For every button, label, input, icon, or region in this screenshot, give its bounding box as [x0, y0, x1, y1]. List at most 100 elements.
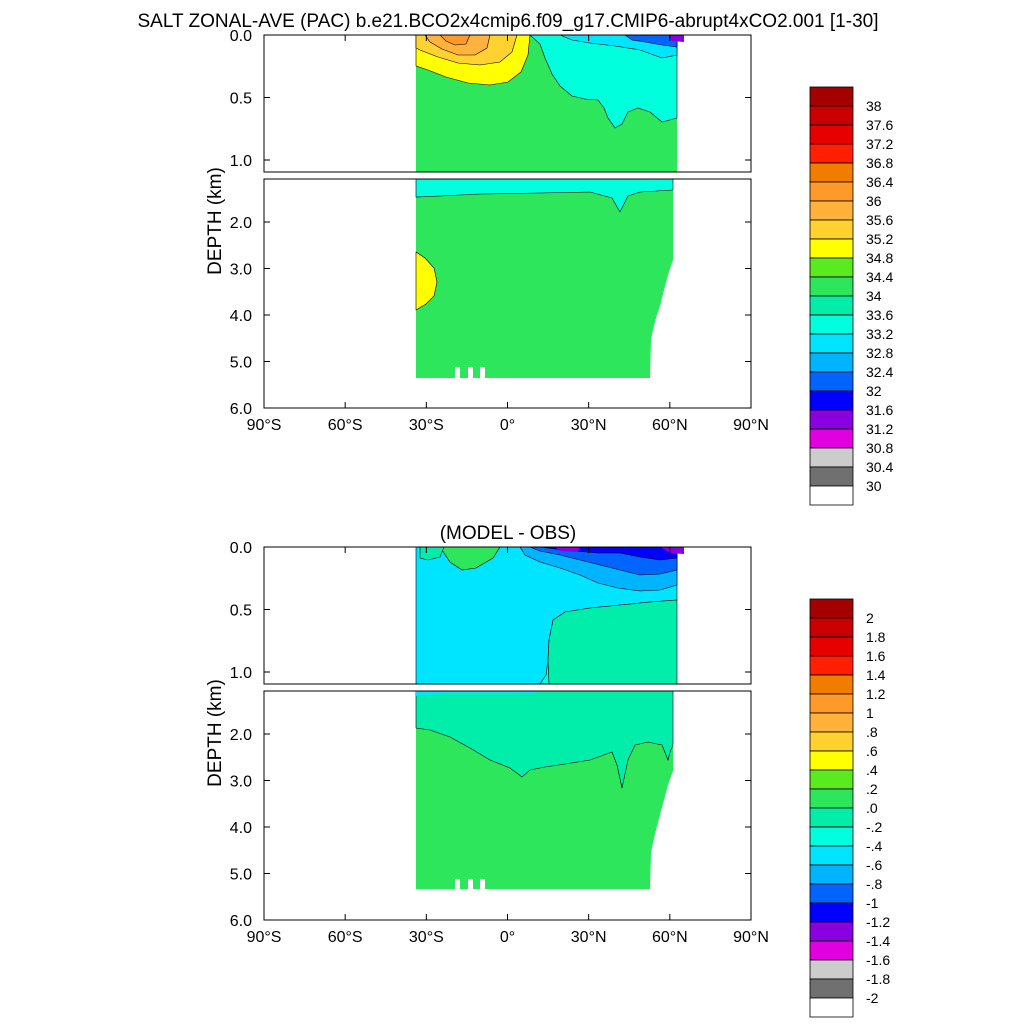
x-tick-label: 30°S — [409, 929, 444, 946]
salinity-fill-deep — [416, 179, 673, 378]
colorbar-swatch — [809, 617, 854, 638]
colorbar-label: 1.4 — [866, 667, 886, 683]
colorbar-label: 2 — [866, 610, 874, 626]
salinity-bottom-notch — [455, 367, 460, 378]
salinity-fill-deep-north — [415, 179, 674, 213]
difference-bottom-notch — [455, 879, 460, 889]
colorbar-swatch — [809, 978, 854, 999]
colorbar-swatch — [809, 807, 854, 828]
colorbar-label: 30.8 — [866, 440, 893, 456]
colorbar-swatch — [809, 921, 854, 942]
salinity-upper-fill — [415, 35, 684, 172]
figure-title: SALT ZONAL-AVE (PAC) b.e21.BCO2x4cmip6.f… — [138, 11, 879, 32]
colorbar-label: .4 — [866, 762, 878, 778]
salinity-fill-south-peak — [439, 35, 471, 46]
y-tick-label: 4.0 — [230, 820, 252, 837]
colorbar-label: 37.6 — [866, 117, 893, 133]
colorbar-label: 31.2 — [866, 421, 893, 437]
colorbar-label: 32 — [866, 383, 882, 399]
difference-bottom-notch — [480, 879, 485, 889]
colorbar-label: 32.8 — [866, 345, 893, 361]
colorbar-swatch — [809, 105, 854, 126]
colorbar-swatch — [809, 750, 854, 771]
colorbar-swatch — [809, 390, 854, 411]
colorbar-label: -.6 — [866, 857, 883, 873]
x-tick-label: 0° — [500, 929, 515, 946]
colorbar-label: 37.2 — [866, 136, 893, 152]
difference-colorbar: 21.81.61.41.21.8.6.4.2.0-.2-.4-.6-.8-1-1… — [809, 598, 890, 1018]
salinity-fill-north-lowest — [624, 35, 678, 48]
colorbar-swatch — [809, 295, 854, 316]
colorbar-label: 31.6 — [866, 402, 893, 418]
y-tick-label: 2.0 — [230, 215, 252, 232]
colorbar-label: 36.8 — [866, 155, 893, 171]
colorbar-swatch — [809, 447, 854, 468]
colorbar-label: .0 — [866, 800, 878, 816]
colorbar-label: -2 — [866, 990, 879, 1006]
colorbar-swatch — [809, 466, 854, 487]
difference-fill-top-cyan — [416, 691, 540, 696]
x-tick-label: 30°N — [571, 417, 607, 434]
difference-fill-mid-right — [547, 599, 678, 684]
y-tick-label: 2.0 — [230, 727, 252, 744]
colorbar-swatch — [809, 371, 854, 392]
colorbar-label: .2 — [866, 781, 878, 797]
x-tick-label: 0° — [500, 417, 515, 434]
y-tick-label: 3.0 — [230, 774, 252, 791]
salinity-colorbar: 38 37.6 37.2 36.8 36.4 36 35.6 35.2 34.8 34.4 34 33… — [809, 86, 893, 506]
colorbar-swatch — [809, 181, 854, 202]
colorbar-swatch — [809, 940, 854, 961]
salinity-axes: 90°S 60°S 30°S 0° 30°N 60°N 90°N 0.0 0.5 1.0 2.0 3.… — [230, 28, 769, 434]
colorbar-label: 36 — [866, 193, 882, 209]
y-tick-label: 3.0 — [230, 262, 252, 279]
colorbar-swatch — [809, 902, 854, 923]
colorbar-label: 34 — [866, 288, 882, 304]
colorbar-swatch — [809, 674, 854, 695]
colorbar-label: -1.4 — [866, 933, 890, 949]
colorbar-label: 1.2 — [866, 686, 886, 702]
difference-fill-intermediate — [415, 691, 674, 789]
difference-fill-surface-min — [555, 547, 580, 552]
x-tick-label: 30°S — [409, 417, 444, 434]
y-tick-label: 6.0 — [230, 913, 252, 930]
colorbar-swatch — [809, 276, 854, 297]
colorbar-swatch — [809, 655, 854, 676]
difference-bottom-notch — [468, 879, 473, 889]
y-tick-label: 1.0 — [230, 665, 252, 682]
salinity-fill-deep-south-anomaly — [415, 251, 438, 311]
y-tick-label: 5.0 — [230, 355, 252, 372]
difference-fill-surface-min — [660, 547, 684, 554]
colorbar-swatch — [809, 598, 854, 619]
colorbar-swatch — [809, 162, 854, 183]
colorbar-swatch — [809, 352, 854, 373]
colorbar-label: -.8 — [866, 876, 883, 892]
x-tick-label: 90°S — [247, 417, 282, 434]
colorbar-label: -.2 — [866, 819, 883, 835]
x-tick-label: 90°N — [733, 417, 769, 434]
difference-axes: 90°S 60°S 30°S 0° 30°N 60°N 90°N 0.0 0.5 1.0 2.0 3.… — [230, 540, 769, 946]
x-tick-label: 90°S — [247, 929, 282, 946]
y-tick-label: 0.5 — [230, 91, 252, 108]
colorbar-swatch — [809, 845, 854, 866]
y-tick-label: 0.0 — [230, 540, 252, 557]
colorbar-label: 34.8 — [866, 250, 893, 266]
colorbar-swatch — [809, 333, 854, 354]
difference-lower-fill — [415, 691, 674, 889]
salinity-lower-fill — [415, 179, 674, 378]
colorbar-swatch — [809, 124, 854, 145]
colorbar-label: 1.6 — [866, 648, 886, 664]
colorbar-label: 36.4 — [866, 174, 893, 190]
y-tick-label: 4.0 — [230, 308, 252, 325]
colorbar-label: .6 — [866, 743, 878, 759]
colorbar-swatch — [809, 314, 854, 335]
colorbar-label: .8 — [866, 724, 878, 740]
colorbar-label: 32.4 — [866, 364, 893, 380]
difference-panel: (MODEL - OBS) 90°S 60°S 30°S 0° 30°N 60°N 90°N… — [205, 523, 890, 1018]
colorbar-label: 30 — [866, 478, 882, 494]
colorbar-swatch — [809, 636, 854, 657]
x-tick-label: 60°N — [652, 417, 688, 434]
colorbar-swatch — [809, 409, 854, 430]
colorbar-label: -1.2 — [866, 914, 890, 930]
colorbar-label: 34.4 — [866, 269, 893, 285]
difference-upper-fill — [415, 547, 684, 684]
